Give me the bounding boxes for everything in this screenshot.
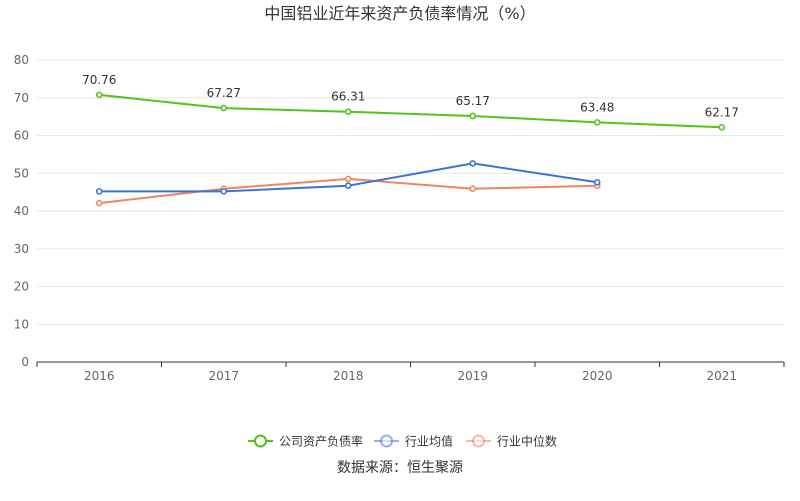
legend-swatch-marker: [254, 434, 267, 448]
legend-item[interactable]: 行业中位数: [466, 434, 557, 449]
x-tick-label: 2016: [84, 369, 115, 383]
data-point: [95, 199, 103, 207]
data-point: [220, 104, 228, 112]
y-tick-label: 10: [14, 317, 29, 331]
legend-label: 公司资产负债率: [279, 434, 363, 449]
data-point: [469, 112, 477, 120]
legend-item[interactable]: 行业均值: [374, 434, 453, 449]
data-point: [344, 175, 352, 183]
y-tick-label: 60: [14, 129, 29, 143]
data-point: [593, 119, 601, 126]
x-tick-label: 2021: [706, 369, 737, 383]
y-tick-label: 40: [14, 204, 29, 218]
y-tick-label: 50: [14, 166, 29, 180]
data-point: [718, 124, 726, 131]
legend-swatch-marker: [472, 434, 485, 448]
data-point: [95, 91, 103, 99]
data-label: 70.76: [82, 73, 116, 87]
legend-label: 行业中位数: [497, 434, 557, 449]
y-tick-label: 30: [14, 242, 29, 256]
y-tick-label: 80: [14, 53, 29, 67]
data-point: [469, 160, 477, 167]
data-label: 67.27: [207, 86, 241, 100]
data-point: [220, 188, 228, 195]
legend[interactable]: 公司资产负债率 行业均值 行业中位数: [248, 434, 557, 449]
data-labels: 70.76 67.27 66.31 65.17 63.48 62.17: [82, 73, 739, 119]
y-tick-label: 70: [14, 91, 29, 105]
data-point: [469, 185, 477, 193]
grid: [37, 59, 784, 325]
data-label: 63.48: [580, 100, 614, 114]
x-tick-label: 2020: [582, 369, 613, 383]
y-tick-label: 0: [21, 355, 29, 369]
y-tick-label: 20: [14, 280, 29, 294]
data-label: 66.31: [331, 90, 365, 104]
data-label: 65.17: [456, 94, 490, 108]
data-point: [344, 108, 352, 115]
chart-title: 中国铝业近年来资产负债率情况（%）: [264, 4, 535, 23]
source-text: 数据来源：恒生聚源: [337, 460, 463, 476]
x-tick-label: 2019: [457, 369, 488, 383]
data-point: [593, 179, 601, 186]
legend-label: 行业均值: [405, 434, 453, 449]
series-line: [99, 93, 722, 129]
data-point: [344, 182, 352, 190]
legend-swatch-marker: [380, 434, 393, 448]
series-lines: [95, 91, 726, 207]
legend-item[interactable]: 公司资产负债率: [248, 434, 363, 449]
data-point: [95, 188, 103, 195]
x-tick-label: 2017: [208, 369, 239, 383]
axes: 0 10 20 30 40 50 60 70 80 2016 2017 2018 2019 2020 202…: [14, 53, 785, 383]
data-label: 62.17: [705, 105, 739, 119]
x-tick-label: 2018: [333, 369, 364, 383]
